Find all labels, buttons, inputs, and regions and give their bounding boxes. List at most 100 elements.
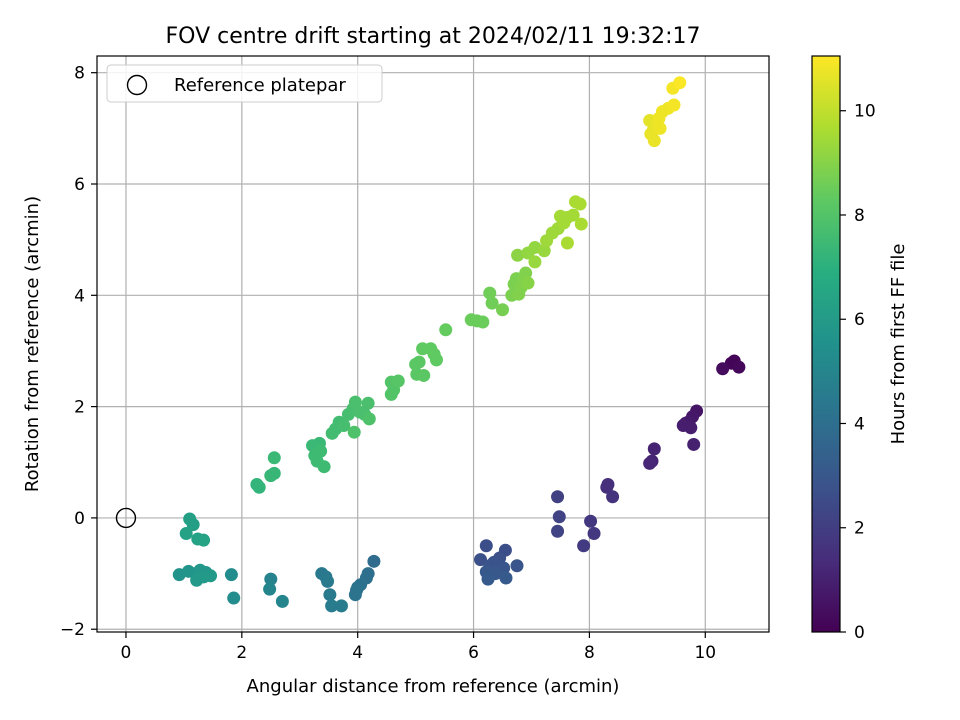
colorbar-tick-label: 8 — [854, 206, 865, 226]
data-point — [519, 266, 533, 280]
x-tick-label: 10 — [694, 643, 716, 663]
reference-platepar-marker — [115, 507, 137, 529]
data-point — [584, 514, 598, 528]
y-axis-label: Rotation from reference (arcmin) — [22, 196, 43, 492]
y-tick-label: 8 — [74, 64, 85, 84]
data-point — [667, 98, 681, 112]
colorbar-tick-label: 2 — [854, 519, 865, 539]
chart-title: FOV centre drift starting at 2024/02/11 … — [166, 24, 701, 49]
x-tick-label: 2 — [236, 643, 247, 663]
data-point — [197, 570, 211, 584]
data-points — [172, 76, 746, 613]
data-point — [521, 276, 535, 290]
data-point — [197, 533, 211, 547]
data-point — [314, 444, 328, 458]
x-tick-label: 6 — [468, 643, 479, 663]
data-point — [179, 526, 193, 540]
data-point — [474, 553, 488, 567]
data-point — [267, 466, 281, 480]
data-point — [566, 208, 580, 222]
y-axis-ticks: −2 0 2 4 6 8 — [60, 64, 97, 640]
data-point — [647, 442, 661, 456]
data-point — [325, 599, 339, 613]
data-point — [429, 353, 443, 367]
x-tick-label: 4 — [352, 643, 363, 663]
data-point — [347, 425, 361, 439]
data-point — [483, 286, 497, 300]
data-point — [367, 554, 381, 568]
data-point — [732, 360, 746, 374]
data-point — [348, 395, 362, 409]
data-point — [600, 480, 614, 494]
data-point — [412, 355, 426, 369]
data-point — [348, 588, 362, 602]
data-point — [417, 368, 431, 382]
data-point — [391, 374, 405, 388]
data-point — [361, 396, 375, 410]
colorbar-tick-label: 6 — [854, 310, 865, 330]
data-point — [643, 456, 657, 470]
data-point — [264, 572, 278, 586]
data-point — [317, 460, 331, 474]
data-point — [476, 315, 490, 329]
data-point — [321, 574, 335, 588]
data-point — [275, 594, 289, 608]
data-point — [528, 255, 542, 269]
data-point — [384, 387, 398, 401]
data-point — [537, 244, 551, 258]
data-point — [224, 568, 238, 582]
colorbar-tick-label: 4 — [854, 414, 865, 434]
data-point — [652, 111, 666, 125]
data-point — [684, 421, 698, 435]
colorbar — [812, 56, 840, 632]
colorbar-tick-label: 10 — [854, 102, 876, 122]
data-point — [573, 197, 587, 211]
colorbar-tick-label: 0 — [854, 623, 865, 643]
y-tick-label: 2 — [74, 398, 85, 418]
x-axis-label: Angular distance from reference (arcmin) — [247, 676, 620, 697]
x-tick-label: 8 — [584, 643, 595, 663]
y-tick-label: −2 — [60, 620, 85, 640]
data-point — [552, 510, 566, 524]
x-axis-ticks: 0 2 4 6 8 10 — [121, 632, 716, 663]
colorbar-ticks: 0 2 4 6 8 10 — [840, 102, 876, 643]
data-point — [186, 518, 200, 532]
y-tick-label: 6 — [74, 175, 85, 195]
colorbar-frame — [811, 55, 841, 633]
data-point — [496, 303, 510, 317]
data-point — [574, 217, 588, 231]
data-point — [323, 588, 337, 602]
data-point — [439, 323, 453, 337]
data-point — [587, 526, 601, 540]
colorbar-label: Hours from first FF file — [888, 244, 909, 445]
data-point — [511, 248, 525, 262]
y-tick-label: 0 — [74, 509, 85, 529]
data-point — [653, 121, 667, 135]
data-point — [267, 451, 281, 465]
data-point — [716, 362, 730, 376]
legend-entry-reference-platepar: Reference platepar — [174, 75, 346, 96]
data-point — [481, 572, 495, 586]
data-point — [499, 571, 513, 585]
data-point — [560, 236, 574, 250]
y-tick-label: 4 — [74, 286, 85, 306]
data-point — [263, 582, 277, 596]
data-point — [485, 296, 499, 310]
data-point — [337, 419, 351, 433]
data-point — [673, 76, 687, 90]
x-tick-label: 0 — [121, 643, 132, 663]
data-point — [510, 559, 524, 573]
data-point — [577, 539, 591, 553]
data-point — [647, 134, 661, 148]
legend-box — [106, 64, 383, 103]
data-point — [551, 490, 565, 504]
data-point — [362, 412, 376, 426]
data-point — [227, 591, 241, 605]
plot-frame — [96, 55, 770, 633]
data-point — [250, 478, 264, 492]
legend-marker-icon — [126, 74, 148, 96]
data-point — [479, 539, 493, 553]
data-point — [551, 524, 565, 538]
data-point — [606, 490, 620, 504]
